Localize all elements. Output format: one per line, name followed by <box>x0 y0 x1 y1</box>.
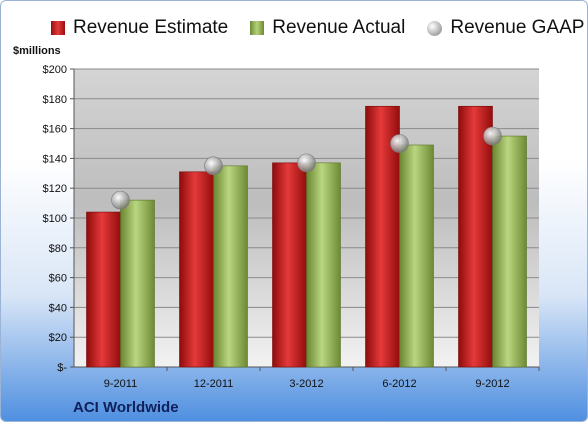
point-gaap <box>111 190 130 210</box>
point-gaap <box>390 134 409 153</box>
legend-swatch-actual <box>250 21 265 35</box>
legend-item-gaap: Revenue GAAP <box>427 17 584 39</box>
bar-actual <box>120 199 155 368</box>
bar-estimate <box>272 162 307 368</box>
legend-swatch-estimate <box>51 21 65 35</box>
legend-item-actual: Revenue Actual <box>250 17 405 39</box>
bar-estimate <box>458 105 493 368</box>
legend-label-actual: Revenue Actual <box>272 17 406 38</box>
point-gaap <box>297 153 316 173</box>
y-tick-label: $40 <box>49 302 67 314</box>
point-gaap <box>204 156 223 176</box>
y-tick-label: $60 <box>49 273 67 285</box>
y-tick-label: $160 <box>43 124 67 136</box>
bar-actual <box>306 162 341 368</box>
y-tick-label: $180 <box>43 94 67 106</box>
x-tick-label: 9-2011 <box>104 378 137 390</box>
bar-actual <box>399 144 434 368</box>
y-tick-label: $20 <box>49 332 67 344</box>
y-tick-label: $100 <box>43 213 67 225</box>
x-tick-label: 6-2012 <box>382 378 416 390</box>
bar-actual <box>492 135 527 368</box>
x-tick-label: 3-2012 <box>289 378 323 390</box>
bar-actual <box>213 165 248 368</box>
y-tick-label: $200 <box>43 64 67 76</box>
legend: Revenue Estimate Revenue Actual Revenue … <box>51 17 584 39</box>
legend-marker-gaap <box>427 20 443 36</box>
bar-estimate <box>179 171 214 368</box>
legend-item-estimate: Revenue Estimate <box>51 17 228 39</box>
legend-label-estimate: Revenue Estimate <box>73 17 229 38</box>
x-tick-label: 12-2011 <box>194 378 234 390</box>
y-axis-label: $millions <box>13 45 61 57</box>
legend-label-gaap: Revenue GAAP <box>450 17 585 38</box>
point-gaap <box>483 126 502 146</box>
company-name: ACI Worldwide <box>73 399 179 416</box>
y-tick-label: $80 <box>49 243 67 255</box>
y-tick-label: $- <box>57 362 67 374</box>
y-tick-label: $120 <box>43 183 67 195</box>
x-tick-label: 9-2012 <box>475 378 509 390</box>
bar-estimate <box>86 211 121 368</box>
y-tick-label: $140 <box>43 153 67 165</box>
